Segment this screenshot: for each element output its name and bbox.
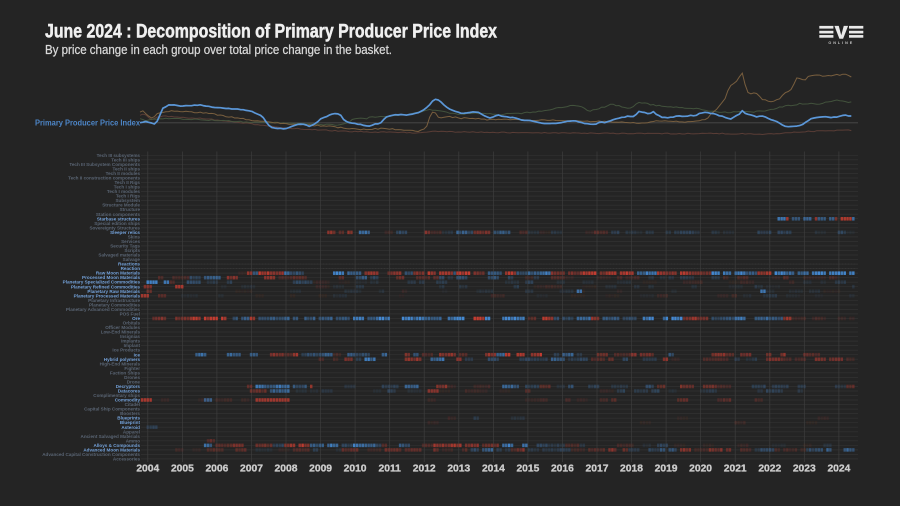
svg-text:2006: 2006 [205,464,228,475]
svg-text:2018: 2018 [620,464,643,475]
svg-text:Datacores: Datacores [118,389,141,394]
svg-text:2022: 2022 [758,464,781,475]
svg-text:Starbase structures: Starbase structures [97,216,141,221]
svg-text:Citadel: Citadel [125,402,140,407]
svg-text:Ice Products: Ice Products [112,348,140,353]
svg-text:Commodity: Commodity [115,398,141,403]
svg-text:High-End Minerals: High-End Minerals [100,361,141,366]
svg-text:Planetary Raw Materials: Planetary Raw Materials [87,289,140,294]
svg-text:Asteroid: Asteroid [121,425,140,430]
svg-text:2021: 2021 [724,464,747,475]
svg-text:Sleeper relics: Sleeper relics [110,230,140,235]
svg-text:Tech II Rigs: Tech II Rigs [115,180,141,185]
svg-text:Accessories: Accessories [113,457,141,462]
svg-text:2007: 2007 [240,464,263,475]
svg-text:Ancient Salvaged Materials: Ancient Salvaged Materials [81,434,141,439]
svg-text:Services: Services [121,239,140,244]
svg-text:Drone: Drone [127,379,141,384]
svg-text:Tech I Rigs: Tech I Rigs [116,194,141,199]
svg-text:2024: 2024 [827,464,850,475]
svg-text:Tech II modules: Tech II modules [106,171,141,176]
svg-text:Apparel: Apparel [123,429,140,434]
svg-text:Ice: Ice [134,352,141,357]
svg-text:Advanced Capital Construction: Advanced Capital Construction Components [42,452,140,457]
svg-text:Tech III Subsystem Components: Tech III Subsystem Components [69,162,140,167]
svg-text:Security Tags: Security Tags [110,244,140,249]
svg-text:Planetary Refined Commodities: Planetary Refined Commodities [71,284,141,289]
svg-text:Salvage: Salvage [123,257,141,262]
svg-text:Planetary Commodities: Planetary Commodities [89,302,141,307]
svg-text:Sovereignty Structures: Sovereignty Structures [89,225,140,230]
svg-text:Structure: Structure [120,207,141,212]
svg-text:Implants: Implants [121,339,140,344]
svg-text:2012: 2012 [413,464,436,475]
svg-text:Fighter: Fighter [124,366,140,371]
svg-text:Officer Modules: Officer Modules [105,325,140,330]
svg-text:Subsystem: Subsystem [115,198,140,203]
svg-text:Orbitals: Orbitals [123,321,141,326]
svg-text:June 2024 : Decomposition of P: June 2024 : Decomposition of Primary Pro… [45,22,497,43]
svg-text:Drones: Drones [124,375,140,380]
svg-text:2008: 2008 [275,464,298,475]
svg-text:By price change in each group: By price change in each group over total… [45,42,392,57]
svg-text:Salvaged materials: Salvaged materials [98,253,140,258]
svg-text:Reaction: Reaction [121,266,141,271]
svg-text:Tech I modules: Tech I modules [107,189,141,194]
svg-text:Ammo: Ammo [126,438,140,443]
svg-text:Advanced Moon Materials: Advanced Moon Materials [83,447,140,452]
svg-text:Planetary Advanced Commodities: Planetary Advanced Commodities [66,307,141,312]
svg-text:Tech I ships: Tech I ships [114,185,141,190]
svg-text:Blueprints: Blueprints [117,416,140,421]
svg-text:Implant: Implant [124,343,141,348]
svg-text:2015: 2015 [516,464,539,475]
svg-text:Planetary Infrastructure: Planetary Infrastructure [88,298,140,303]
svg-text:Planetary Specialized Commodit: Planetary Specialized Commodities [63,280,141,285]
svg-text:2014: 2014 [482,464,505,475]
svg-text:Tech II construction component: Tech II construction components [68,176,140,181]
svg-text:Special edition ships: Special edition ships [94,221,140,226]
svg-text:Tech III subsystems: Tech III subsystems [97,153,141,158]
svg-text:Decryptors: Decryptors [116,384,141,389]
svg-text:2010: 2010 [344,464,367,475]
svg-text:Tech II ships: Tech II ships [113,166,141,171]
svg-text:2017: 2017 [586,464,609,475]
svg-text:Insignias: Insignias [120,334,140,339]
svg-text:Station components: Station components [96,212,141,217]
svg-text:Primary Producer Price Index: Primary Producer Price Index [35,117,140,127]
svg-text:Tech III ships: Tech III ships [111,157,140,162]
svg-text:Skins: Skins [128,234,141,239]
svg-text:Low-End Minerals: Low-End Minerals [101,330,141,335]
svg-text:2023: 2023 [793,464,816,475]
svg-text:Complimentary ships: Complimentary ships [93,393,140,398]
svg-text:Faction Ships: Faction Ships [110,370,141,375]
svg-text:2019: 2019 [655,464,678,475]
svg-text:Raw Moon Materials: Raw Moon Materials [96,271,141,276]
svg-text:2013: 2013 [447,464,470,475]
svg-text:Blueprint: Blueprint [120,420,141,425]
svg-text:2016: 2016 [551,464,574,475]
svg-text:Hybrid polymers: Hybrid polymers [104,357,141,362]
svg-text:POS Fuel: POS Fuel [120,312,140,317]
svg-text:Boosters: Boosters [120,411,140,416]
svg-text:Structure Module: Structure Module [102,203,140,208]
svg-text:Processed Moon Materials: Processed Moon Materials [82,275,140,280]
svg-text:2009: 2009 [309,464,332,475]
svg-text:Planetary Processed Materials: Planetary Processed Materials [74,293,141,298]
svg-text:Reactions: Reactions [118,262,140,267]
svg-text:Alloys & Compounds: Alloys & Compounds [94,443,141,448]
svg-text:2020: 2020 [689,464,712,475]
svg-text:Ore: Ore [132,316,140,321]
svg-text:ONLINE: ONLINE [828,41,854,45]
svg-text:Capital Ship Components: Capital Ship Components [84,407,140,412]
svg-text:2011: 2011 [379,464,402,475]
svg-text:Scripts: Scripts [124,248,140,253]
svg-text:2005: 2005 [171,464,194,475]
svg-text:2004: 2004 [136,464,159,475]
